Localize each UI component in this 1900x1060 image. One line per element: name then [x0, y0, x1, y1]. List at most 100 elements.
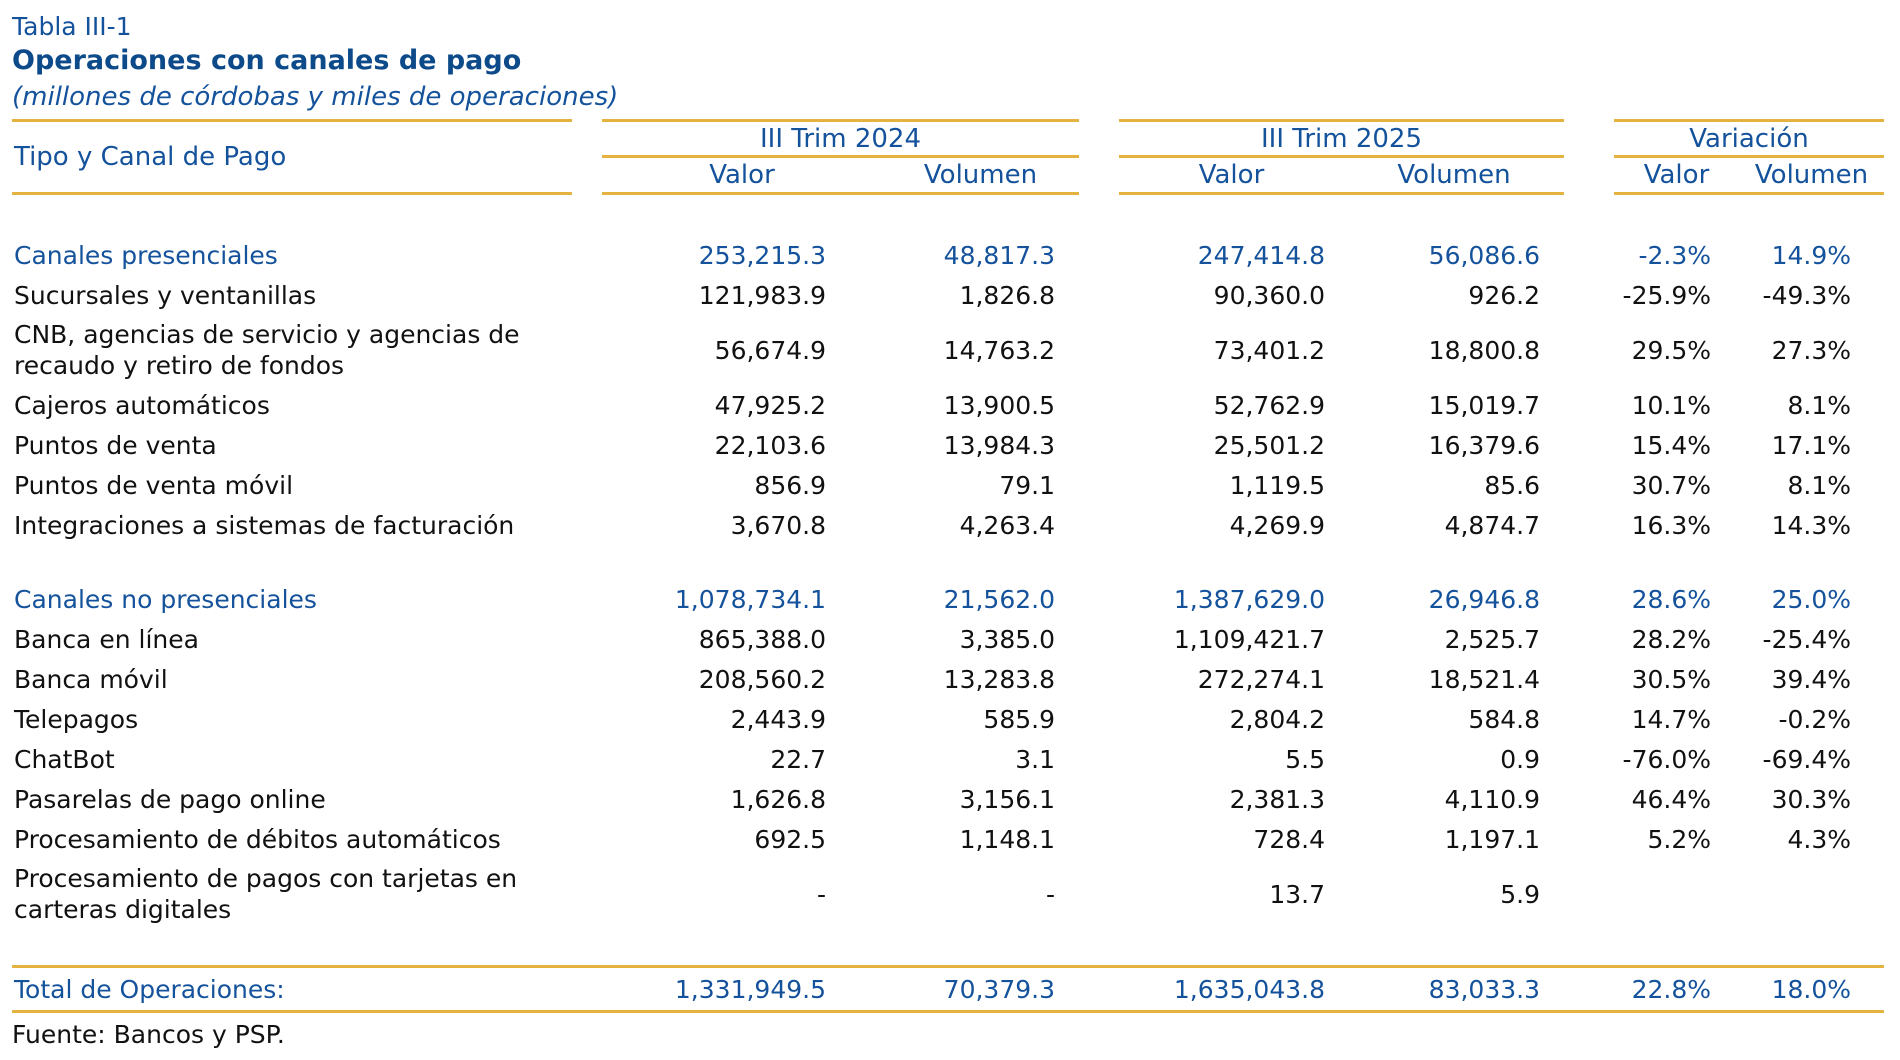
subheader-variacion-volumen: Volumen [1739, 158, 1884, 195]
cell-2025-volumen: 0.9 [1500, 744, 1540, 774]
cell-2024-volumen: 1,826.8 [959, 280, 1055, 310]
row-label: Integraciones a sistemas de facturación [14, 510, 515, 540]
cell-2025-valor: 1,387,629.0 [1173, 584, 1325, 614]
cell-2025-valor: 1,109,421.7 [1173, 624, 1325, 654]
total-row: Total de Operaciones: 1,331,949.5 70,379… [12, 965, 1884, 1013]
cell-2025-valor: 272,274.1 [1197, 664, 1325, 694]
table-body: Canales presenciales 253,215.3 48,817.3 … [12, 235, 1884, 929]
cell-2025-volumen: 1,197.1 [1444, 824, 1540, 854]
cell-variacion-volumen: -49.3% [1762, 280, 1851, 310]
cell-2025-valor: 73,401.2 [1213, 335, 1325, 365]
cell-2025-volumen: 584.8 [1468, 704, 1540, 734]
cell-variacion-valor: 14.7% [1631, 704, 1711, 734]
cell-2025-valor: 13.7 [1269, 879, 1325, 909]
cell-2025-valor: 90,360.0 [1213, 280, 1325, 310]
table-row: Banca móvil 208,560.2 13,283.8 272,274.1… [12, 659, 1884, 699]
table-row: Canales no presenciales 1,078,734.1 21,5… [12, 579, 1884, 619]
row-label: ChatBot [14, 744, 115, 774]
total-2024-valor: 1,331,949.5 [674, 974, 826, 1004]
cell-2024-valor: 22.7 [770, 744, 826, 774]
table-row: Pasarelas de pago online 1,626.8 3,156.1… [12, 779, 1884, 819]
cell-2024-valor: 692.5 [754, 824, 826, 854]
cell-2025-volumen: 56,086.6 [1428, 240, 1540, 270]
cell-2025-volumen: 2,525.7 [1444, 624, 1540, 654]
group-header-variacion: Variación [1614, 119, 1884, 158]
cell-2024-volumen: - [1045, 879, 1055, 909]
cell-2024-volumen: 13,283.8 [943, 664, 1055, 694]
cell-2025-valor: 2,381.3 [1229, 784, 1325, 814]
subheader-2025-volumen: Volumen [1344, 158, 1564, 195]
row-label: Puntos de venta [14, 430, 217, 460]
cell-variacion-volumen: 27.3% [1771, 335, 1851, 365]
cell-variacion-volumen: 30.3% [1771, 784, 1851, 814]
cell-variacion-valor: 29.5% [1631, 335, 1711, 365]
table-row: Puntos de venta 22,103.6 13,984.3 25,501… [12, 425, 1884, 465]
cell-2024-valor: 253,215.3 [698, 240, 826, 270]
cell-2025-volumen: 18,800.8 [1428, 335, 1540, 365]
subheader-2024-valor: Valor [602, 158, 882, 195]
table-heading: Operaciones con canales de pago [12, 45, 522, 76]
cell-2024-volumen: 48,817.3 [943, 240, 1055, 270]
cell-2024-volumen: 13,984.3 [943, 430, 1055, 460]
cell-2024-valor: 56,674.9 [714, 335, 826, 365]
cell-variacion-valor: -2.3% [1638, 240, 1711, 270]
cell-2024-valor: 22,103.6 [714, 430, 826, 460]
cell-variacion-volumen: -25.4% [1762, 624, 1851, 654]
table-row: Procesamiento de pagos con tarjetas en c… [12, 859, 1884, 929]
table-header: Tipo y Canal de Pago III Trim 2024 III T… [12, 119, 1884, 195]
cell-variacion-volumen: 17.1% [1771, 430, 1851, 460]
cell-2024-volumen: 13,900.5 [943, 390, 1055, 420]
row-label: Puntos de venta móvil [14, 470, 294, 500]
cell-2024-valor: 121,983.9 [698, 280, 826, 310]
cell-2025-valor: 4,269.9 [1229, 510, 1325, 540]
cell-2024-volumen: 79.1 [999, 470, 1055, 500]
table-row: Telepagos 2,443.9 585.9 2,804.2 584.8 14… [12, 699, 1884, 739]
cell-variacion-valor: -25.9% [1622, 280, 1711, 310]
table-subtitle: (millones de córdobas y miles de operaci… [12, 82, 619, 112]
cell-variacion-volumen: 4.3% [1787, 824, 1851, 854]
group-header-trim-2024: III Trim 2024 [602, 119, 1079, 158]
total-label: Total de Operaciones: [14, 974, 285, 1004]
table-row: Puntos de venta móvil 856.9 79.1 1,119.5… [12, 465, 1884, 505]
cell-variacion-valor: -76.0% [1622, 744, 1711, 774]
cell-2025-valor: 2,804.2 [1229, 704, 1325, 734]
cell-2025-volumen: 85.6 [1484, 470, 1540, 500]
table-row: Cajeros automáticos 47,925.2 13,900.5 52… [12, 385, 1884, 425]
row-label: Canales no presenciales [14, 584, 317, 614]
cell-2024-volumen: 4,263.4 [959, 510, 1055, 540]
column-header-tipo-canal: Tipo y Canal de Pago [12, 119, 572, 195]
row-label: Sucursales y ventanillas [14, 280, 317, 310]
cell-2025-valor: 728.4 [1253, 824, 1325, 854]
cell-2025-volumen: 16,379.6 [1428, 430, 1540, 460]
cell-2025-valor: 247,414.8 [1197, 240, 1325, 270]
row-label: Banca móvil [14, 664, 168, 694]
cell-variacion-valor: 5.2% [1647, 824, 1711, 854]
cell-2025-volumen: 5.9 [1500, 879, 1540, 909]
row-label: Banca en línea [14, 624, 199, 654]
cell-variacion-volumen: 25.0% [1771, 584, 1851, 614]
table-row: Procesamiento de débitos automáticos 692… [12, 819, 1884, 859]
cell-2024-volumen: 1,148.1 [959, 824, 1055, 854]
subheader-2025-valor: Valor [1119, 158, 1344, 195]
subheader-2024-volumen: Volumen [882, 158, 1079, 195]
total-2025-valor: 1,635,043.8 [1173, 974, 1325, 1004]
cell-2025-valor: 1,119.5 [1229, 470, 1325, 500]
table-title-block: Tabla III-1 Operaciones con canales de p… [12, 10, 1884, 115]
total-2024-volumen: 70,379.3 [943, 974, 1055, 1004]
cell-variacion-volumen: -0.2% [1778, 704, 1851, 734]
source-note: Fuente: Bancos y PSP. [12, 1020, 285, 1049]
cell-variacion-valor: 30.5% [1631, 664, 1711, 694]
cell-2024-valor: 47,925.2 [714, 390, 826, 420]
row-label: Telepagos [14, 704, 139, 734]
cell-2024-valor: 865,388.0 [698, 624, 826, 654]
cell-2024-volumen: 21,562.0 [943, 584, 1055, 614]
table-row: Canales presenciales 253,215.3 48,817.3 … [12, 235, 1884, 275]
cell-2025-volumen: 926.2 [1468, 280, 1540, 310]
cell-variacion-volumen: 8.1% [1787, 390, 1851, 420]
group-header-trim-2025: III Trim 2025 [1119, 119, 1564, 158]
table-row: Integraciones a sistemas de facturación … [12, 505, 1884, 545]
cell-2025-volumen: 4,874.7 [1444, 510, 1540, 540]
table-row: Sucursales y ventanillas 121,983.9 1,826… [12, 275, 1884, 315]
cell-2024-valor: 2,443.9 [730, 704, 826, 734]
cell-2025-volumen: 15,019.7 [1428, 390, 1540, 420]
